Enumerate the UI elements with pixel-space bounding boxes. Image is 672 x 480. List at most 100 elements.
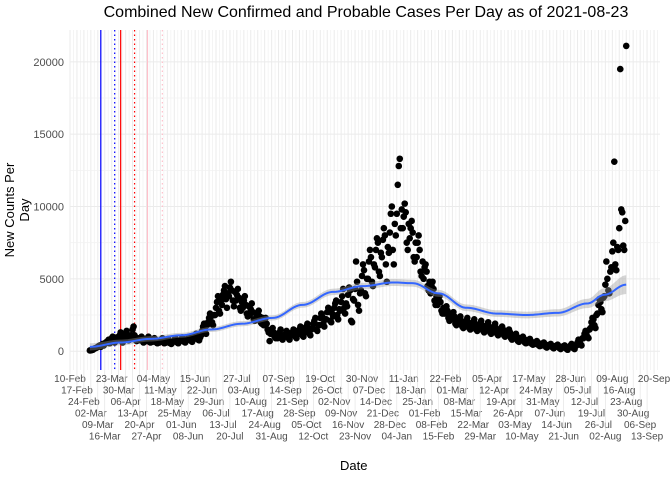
x-tick-label: 19-Jul: [578, 409, 605, 420]
data-point: [348, 318, 356, 326]
x-tick-label: 24-Feb: [68, 397, 100, 408]
x-tick-label: 18-Jan: [395, 386, 426, 397]
data-point: [621, 217, 629, 225]
data-point: [358, 272, 366, 280]
data-point: [409, 229, 416, 236]
x-tick-label: 02-Aug: [589, 432, 621, 443]
data-point: [332, 297, 340, 304]
data-point: [611, 158, 618, 165]
data-point: [343, 303, 351, 310]
x-tick-label: 23-Mar: [96, 374, 128, 385]
data-point: [612, 261, 619, 268]
x-tick-label: 09-Mar: [82, 420, 114, 431]
x-tick-label: 28-Sep: [283, 409, 316, 420]
x-tick-label: 06-Jul: [202, 409, 229, 420]
data-point: [338, 292, 346, 300]
data-point: [352, 258, 360, 265]
data-point: [355, 307, 363, 314]
x-tick-label: 09-Nov: [325, 409, 357, 420]
x-tick-label: 17-May: [512, 374, 545, 385]
data-point: [381, 232, 389, 239]
data-point: [380, 224, 388, 232]
data-point: [603, 258, 610, 265]
x-tick-label: 21-Sep: [276, 397, 309, 408]
x-tick-label: 26-Apr: [493, 409, 524, 420]
x-tick-label: 14-Dec: [360, 397, 392, 408]
x-tick-label: 20-Jul: [216, 432, 243, 443]
data-point: [413, 253, 420, 261]
x-axis-label: Date: [340, 458, 368, 473]
data-point: [414, 239, 421, 246]
data-point: [604, 275, 611, 283]
data-point: [384, 243, 392, 251]
x-tick-label: 29-Jun: [194, 397, 225, 408]
x-tick-label: 13-Apr: [118, 409, 149, 420]
data-point: [374, 239, 382, 246]
data-point: [616, 65, 624, 73]
data-point: [401, 200, 409, 207]
data-point: [393, 210, 401, 218]
data-point: [263, 320, 270, 328]
data-point: [402, 208, 410, 216]
y-tick-label: 15000: [33, 129, 64, 141]
x-tick-label: 31-May: [526, 397, 559, 408]
data-point: [422, 261, 429, 268]
data-point: [382, 261, 390, 268]
x-tick-label: 06-Sep: [624, 420, 657, 431]
x-tick-label: 12-Jul: [571, 397, 598, 408]
x-tick-label: 01-Mar: [437, 386, 469, 397]
x-tick-label: 27-Apr: [131, 432, 162, 443]
y-tick-label: 0: [58, 346, 64, 358]
data-point: [230, 303, 238, 310]
x-tick-label: 15-Jun: [180, 374, 211, 385]
data-point: [255, 307, 263, 314]
x-tick-label: 22-Feb: [430, 374, 462, 385]
data-point: [392, 232, 400, 239]
x-tick-label: 25-Jan: [402, 397, 433, 408]
x-tick-label: 24-Aug: [249, 420, 281, 431]
y-tick-label: 5000: [40, 274, 64, 286]
data-point: [389, 246, 397, 254]
data-point: [612, 266, 620, 274]
x-tick-label: 10-Feb: [54, 374, 86, 385]
data-point: [599, 308, 606, 316]
data-point: [614, 246, 622, 254]
data-point: [221, 282, 229, 290]
data-point: [395, 162, 403, 170]
x-tick-label: 04-Jan: [381, 432, 412, 443]
data-point: [386, 229, 394, 236]
x-tick-label: 11-May: [144, 386, 177, 397]
x-tick-label: 26-Oct: [312, 386, 342, 397]
x-tick-label: 14-Sep: [269, 386, 302, 397]
data-point: [372, 246, 380, 254]
data-point: [366, 246, 374, 254]
data-point: [378, 253, 386, 261]
data-point: [337, 298, 345, 306]
data-point: [314, 327, 321, 335]
x-tick-label: 17-Aug: [242, 409, 274, 420]
data-point: [371, 263, 379, 271]
data-point: [602, 281, 609, 288]
data-point: [218, 301, 226, 309]
data-point: [578, 342, 585, 349]
x-tick-label: 31-Aug: [256, 432, 288, 443]
x-tick-label: 26-Jul: [585, 420, 612, 431]
x-tick-label: 15-Feb: [423, 432, 455, 443]
data-point: [423, 268, 430, 275]
y-tick-label: 10000: [33, 202, 64, 214]
x-tick-label: 07-Jun: [534, 409, 565, 420]
data-point: [223, 304, 231, 312]
data-point: [248, 300, 256, 307]
data-point: [227, 278, 235, 286]
x-tick-label: 16-Mar: [89, 432, 121, 443]
data-point: [388, 203, 396, 210]
data-point: [266, 337, 273, 345]
data-point: [404, 246, 412, 254]
data-point: [241, 292, 249, 300]
data-point: [211, 311, 219, 319]
x-tick-label: 09-Aug: [596, 374, 628, 385]
x-tick-label: 21-Dec: [367, 409, 399, 420]
x-tick-label: 28-Dec: [374, 420, 406, 431]
